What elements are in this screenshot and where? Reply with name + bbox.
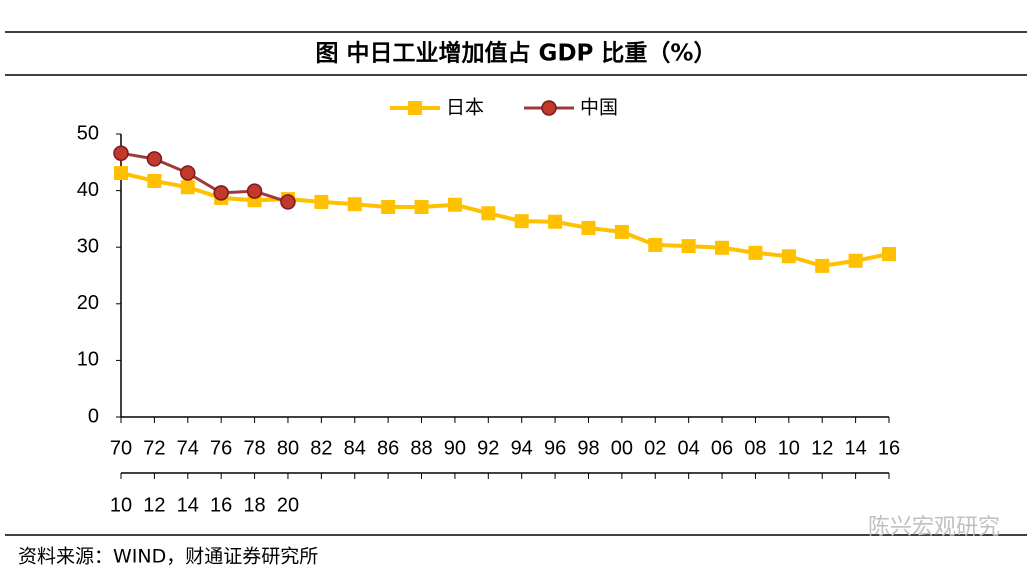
data-point: [246, 183, 263, 199]
x-tick-label: 78: [243, 437, 265, 459]
data-point: [715, 240, 730, 255]
x-tick-label: 98: [577, 437, 599, 459]
x-tick-label: 00: [611, 437, 633, 459]
y-tick-label: 0: [88, 405, 99, 427]
x-tick-label: 74: [177, 437, 199, 459]
data-point: [213, 185, 229, 201]
x-tick-label: 02: [644, 437, 666, 459]
watermark: 陈兴宏观研究: [868, 515, 1000, 540]
data-point: [146, 151, 163, 167]
x-tick-label: 86: [377, 437, 399, 459]
series-line: [120, 171, 890, 268]
x2-tick-label: 14: [177, 494, 199, 516]
data-point: [848, 253, 863, 268]
data-point: [347, 197, 362, 212]
x2-tick-label: 18: [243, 494, 265, 516]
x-tick-label: 90: [444, 437, 466, 459]
x-tick-label: 10: [778, 437, 800, 459]
data-point: [447, 197, 462, 212]
x-tick-label: 94: [511, 437, 533, 459]
data-point: [147, 173, 162, 188]
data-point: [681, 239, 696, 254]
x-tick-label: 96: [544, 437, 566, 459]
x-tick-label: 06: [711, 437, 733, 459]
chart-title: 图 中日工业增加值占 GDP 比重（%）: [316, 40, 717, 67]
x2-tick-label: 20: [277, 494, 299, 516]
x-tick-label: 12: [811, 437, 833, 459]
x-tick-label: 70: [110, 437, 132, 459]
legend-marker: [408, 101, 422, 115]
legend-label: 日本: [446, 97, 484, 119]
x-tick-label: 88: [410, 437, 432, 459]
x-tick-label: 82: [310, 437, 332, 459]
legend-label: 中国: [580, 97, 618, 119]
data-point: [114, 166, 128, 181]
data-point: [648, 237, 663, 252]
y-tick-label: 50: [77, 122, 99, 144]
x-tick-label: 76: [210, 437, 232, 459]
data-point: [548, 214, 563, 229]
data-point: [581, 220, 596, 235]
x-tick-label: 08: [744, 437, 766, 459]
data-point: [614, 224, 629, 239]
y-tick-label: 10: [77, 349, 99, 371]
legend-marker: [541, 100, 557, 116]
data-point: [882, 246, 896, 261]
x-tick-label: 92: [477, 437, 499, 459]
data-point: [781, 249, 796, 264]
x2-tick-label: 16: [210, 494, 232, 516]
data-point: [314, 194, 329, 209]
data-point: [815, 258, 830, 273]
x-tick-label: 84: [344, 437, 366, 459]
x-tick-label: 16: [878, 437, 900, 459]
data-point: [381, 200, 396, 215]
data-point: [113, 145, 129, 161]
data-point: [414, 200, 429, 215]
y-tick-label: 40: [77, 179, 99, 201]
data-point: [180, 180, 195, 195]
x-tick-label: 80: [277, 437, 299, 459]
x-tick-label: 04: [678, 437, 700, 459]
x-tick-label: 14: [844, 437, 866, 459]
x2-tick-label: 10: [110, 494, 132, 516]
y-tick-label: 30: [77, 235, 99, 257]
data-point: [748, 245, 763, 260]
y-tick-label: 20: [77, 292, 99, 314]
x2-tick-label: 12: [143, 494, 165, 516]
source: 资料来源：WIND，财通证券研究所: [18, 546, 318, 568]
data-point: [481, 206, 496, 221]
x-tick-label: 72: [143, 437, 165, 459]
data-point: [180, 165, 196, 181]
data-point: [280, 194, 296, 210]
data-point: [514, 214, 529, 229]
